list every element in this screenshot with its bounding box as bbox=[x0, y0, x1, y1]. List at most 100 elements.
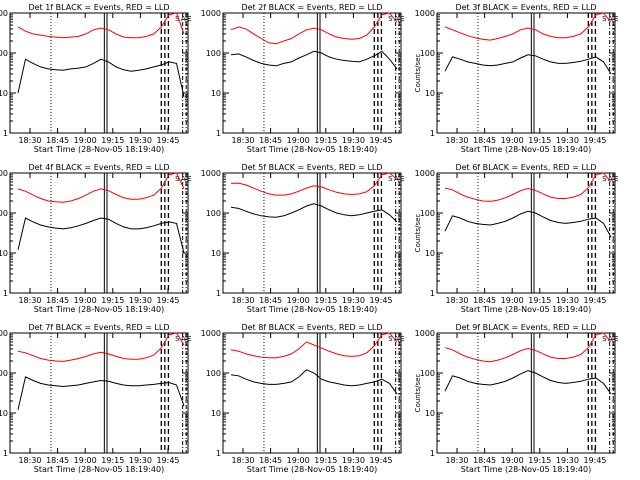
x-tick-label: 19:00 bbox=[74, 136, 97, 145]
x-tick-label: 19:45 bbox=[369, 136, 392, 145]
chart-panel: Det 6f BLACK = Events, RED = LLD Counts/s… bbox=[414, 163, 619, 314]
x-tick-label: 19:30 bbox=[129, 136, 152, 145]
plot-frame bbox=[9, 12, 189, 134]
marker-letter: A bbox=[181, 335, 186, 343]
lld-series-line bbox=[17, 172, 185, 203]
plot-frame bbox=[436, 12, 616, 134]
x-tick-label: 19:00 bbox=[501, 456, 524, 465]
marker-letter: E bbox=[187, 335, 191, 343]
marker-letter: S bbox=[602, 335, 607, 343]
marker-letter: S bbox=[175, 335, 180, 343]
x-tick-label: 19:30 bbox=[556, 136, 579, 145]
chart-title: Det 7f BLACK = Events, RED = LLD bbox=[28, 323, 169, 332]
chart-panel: Det 2f BLACK = Events, RED = LLD 1 10 100 10… bbox=[201, 3, 405, 154]
y-tick-label: 100 bbox=[206, 209, 221, 218]
x-tick-label: 19:45 bbox=[369, 456, 392, 465]
x-tick-label: 19:45 bbox=[156, 136, 179, 145]
y-tick-label: 100 bbox=[0, 209, 8, 218]
y-tick-label: 1000 bbox=[0, 329, 8, 338]
x-tick-label: 18:45 bbox=[259, 136, 282, 145]
x-tick-label: 18:45 bbox=[473, 296, 496, 305]
y-tick-label: 1000 bbox=[201, 169, 221, 178]
chart-panel: Det 1f BLACK = Events, RED = LLDCounts/s… bbox=[0, 3, 192, 154]
y-tick-label: 1000 bbox=[0, 9, 8, 18]
marker-letter: S bbox=[602, 175, 607, 183]
x-tick-label: 19:15 bbox=[101, 296, 124, 305]
x-tick-label: 18:45 bbox=[46, 136, 69, 145]
x-tick-label: 18:30 bbox=[18, 456, 41, 465]
y-tick-label: 1 bbox=[3, 449, 8, 458]
events-series-line bbox=[230, 369, 398, 395]
lld-series-line bbox=[444, 172, 612, 202]
y-tick-label: 1 bbox=[216, 289, 221, 298]
y-tick-label: 1 bbox=[430, 449, 435, 458]
y-tick-label: 100 bbox=[0, 369, 8, 378]
x-tick-label: 19:00 bbox=[287, 296, 310, 305]
y-tick-label: 100 bbox=[0, 49, 8, 58]
x-axis-label: Start Time (28-Nov-05 18:19:40) bbox=[461, 465, 591, 474]
y-tick-label: 1 bbox=[430, 289, 435, 298]
y-tick-label: 1000 bbox=[415, 329, 435, 338]
marker-letter: S bbox=[602, 15, 607, 23]
x-tick-label: 19:00 bbox=[287, 456, 310, 465]
events-series-line bbox=[17, 58, 185, 98]
x-tick-label: 19:45 bbox=[369, 296, 392, 305]
chart-panel: Det 4f BLACK = Events, RED = LLDCounts/s… bbox=[0, 163, 192, 314]
x-axis-label: Start Time (28-Nov-05 18:19:40) bbox=[461, 305, 591, 314]
y-axis-label: Counts/sec bbox=[414, 54, 422, 93]
x-tick-label: 19:15 bbox=[528, 296, 551, 305]
x-tick-label: 19:15 bbox=[528, 136, 551, 145]
x-tick-label: 19:00 bbox=[501, 136, 524, 145]
x-axis-label: Start Time (28-Nov-05 18:19:40) bbox=[247, 305, 377, 314]
x-tick-label: 18:45 bbox=[46, 456, 69, 465]
x-tick-label: 19:30 bbox=[556, 296, 579, 305]
y-axis-label: Counts/sec bbox=[414, 374, 422, 413]
y-tick-label: 100 bbox=[420, 209, 435, 218]
y-tick-label: 100 bbox=[420, 369, 435, 378]
events-series-line bbox=[444, 54, 612, 75]
y-tick-label: 100 bbox=[420, 49, 435, 58]
y-tick-label: 1000 bbox=[415, 169, 435, 178]
marker-letter: A bbox=[181, 175, 186, 183]
x-tick-label: 19:15 bbox=[314, 296, 337, 305]
x-tick-label: 19:00 bbox=[74, 456, 97, 465]
x-tick-label: 19:15 bbox=[528, 456, 551, 465]
lld-series-line bbox=[230, 172, 398, 196]
marker-letter: S bbox=[175, 175, 180, 183]
events-series-line bbox=[444, 370, 612, 395]
events-series-line bbox=[17, 376, 185, 410]
x-tick-label: 19:30 bbox=[556, 456, 579, 465]
marker-letter: A bbox=[608, 175, 613, 183]
x-tick-label: 19:30 bbox=[342, 296, 365, 305]
marker-letter: S bbox=[388, 15, 393, 23]
marker-letter: A bbox=[181, 15, 186, 23]
marker-letter: S bbox=[388, 175, 393, 183]
y-tick-label: 1000 bbox=[201, 329, 221, 338]
y-tick-label: 10 bbox=[425, 249, 435, 258]
marker-letter: E bbox=[614, 15, 618, 23]
y-tick-label: 1000 bbox=[201, 9, 221, 18]
y-tick-label: 10 bbox=[0, 249, 8, 258]
marker-letter: E bbox=[614, 335, 618, 343]
x-tick-label: 18:45 bbox=[46, 296, 69, 305]
x-tick-label: 19:15 bbox=[101, 136, 124, 145]
x-tick-label: 18:30 bbox=[231, 296, 254, 305]
plot-frame bbox=[222, 172, 402, 294]
marker-letter: A bbox=[394, 335, 399, 343]
y-tick-label: 1000 bbox=[415, 9, 435, 18]
lld-series-line bbox=[230, 12, 398, 45]
marker-letter: A bbox=[608, 15, 613, 23]
y-tick-label: 10 bbox=[0, 89, 8, 98]
x-tick-label: 18:30 bbox=[18, 136, 41, 145]
x-axis-label: Start Time (28-Nov-05 18:19:40) bbox=[247, 465, 377, 474]
plot-frame bbox=[9, 172, 189, 294]
marker-letter: S bbox=[175, 15, 180, 23]
lld-series-line bbox=[444, 332, 612, 363]
x-tick-label: 19:45 bbox=[156, 296, 179, 305]
chart-panel: Det 3f BLACK = Events, RED = LLD Counts/s… bbox=[414, 3, 619, 154]
chart-panel: Det 8f BLACK = Events, RED = LLD 1 10 100 10… bbox=[201, 323, 405, 474]
y-tick-label: 100 bbox=[206, 369, 221, 378]
x-tick-label: 19:00 bbox=[74, 296, 97, 305]
y-tick-label: 1 bbox=[430, 129, 435, 138]
